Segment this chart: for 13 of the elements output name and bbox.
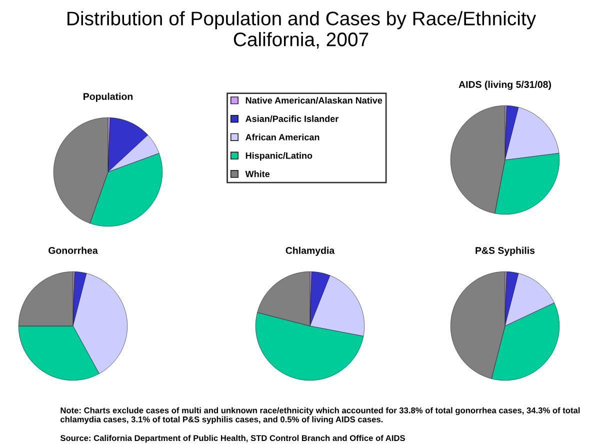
legend-label: Hispanic/Latino <box>246 152 312 161</box>
chart-title: Distribution of Population and Cases by Race/Ethnicity California, 2007 <box>68 11 536 49</box>
text: Note: Charts exclude cases of multi and unknown race/ethnicity which accounted for 33.8% of total gonorrhea cases, 34.3% of total chlamydia cases, 3.1% of total P&S syphilis cases, and 0.5% of living AIDS cases. <box>60 407 580 424</box>
legend-label: African American <box>246 134 320 140</box>
legend-label: Asian/Pacific Islander <box>246 115 338 122</box>
chart-subtitle: Gonorrhea <box>48 246 98 254</box>
chart-subtitle: Population <box>84 92 133 102</box>
chart-subtitle: Chlamydia <box>286 246 335 256</box>
chart-subtitle: AIDS (living 5/31/08) <box>458 80 551 90</box>
chart-subtitle: P&S Syphilis <box>476 246 535 256</box>
source-note: Source: California Department of Public Health, STD Control Branch and Office of AIDS <box>60 434 405 443</box>
legend-label: White <box>245 170 270 178</box>
legend-label: Native American/Alaskan Native <box>246 96 382 104</box>
